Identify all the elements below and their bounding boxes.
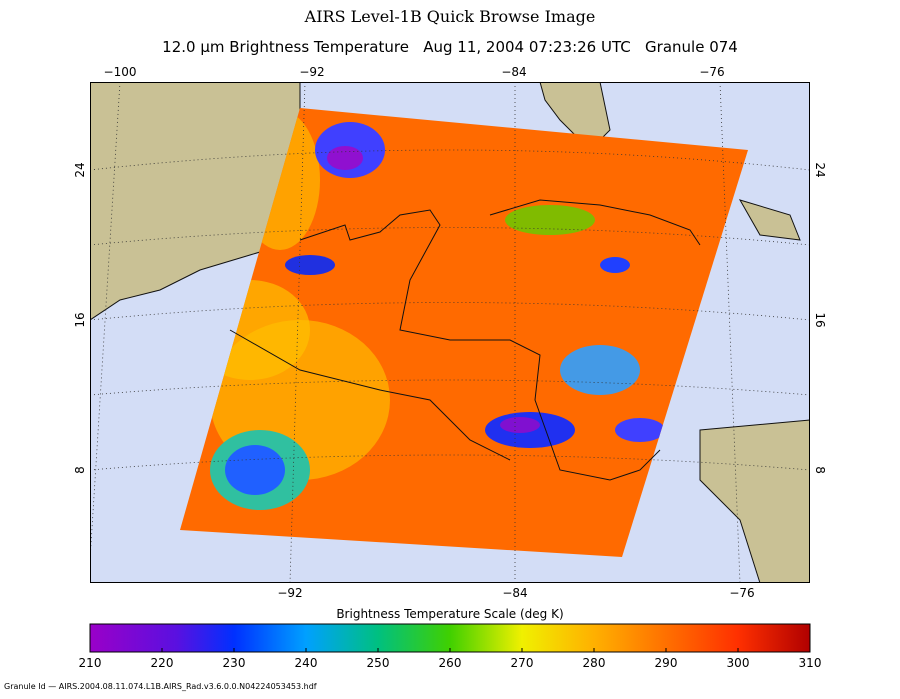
lat-label: 16 (813, 312, 827, 327)
lon-label: −92 (277, 586, 302, 600)
lat-label: 16 (73, 312, 87, 327)
title: AIRS Level-1B Quick Browse Image (304, 7, 596, 26)
map (90, 82, 810, 583)
colorbar-tick-label: 210 (79, 656, 102, 670)
lat-label: 24 (73, 162, 87, 177)
lon-label: −76 (699, 65, 724, 79)
lon-labels-top: −100 −92 −84 −76 (104, 65, 725, 79)
lat-label: 8 (73, 466, 87, 474)
colorbar-tick-label: 250 (367, 656, 390, 670)
colorbar-ticks: 210 220 230 240 250 260 270 280 290 300 310 (79, 648, 822, 670)
lat-labels: 24 16 8 24 16 8 (73, 162, 827, 473)
lon-labels-bottom: −92 −84 −76 (277, 586, 754, 600)
lon-label: −76 (729, 586, 754, 600)
colorbar-tick-label: 230 (223, 656, 246, 670)
colorbar (89, 623, 811, 653)
lon-label: −92 (299, 65, 324, 79)
colorbar-tick-label: 270 (511, 656, 534, 670)
footer: Granule Id — AIRS.2004.08.11.074.L1B.AIR… (4, 682, 317, 691)
colorbar-tick-label: 260 (439, 656, 462, 670)
colorbar-tick-label: 240 (295, 656, 318, 670)
colorbar-tick-label: 280 (583, 656, 606, 670)
lon-label: −84 (501, 65, 526, 79)
lat-label: 24 (813, 162, 827, 177)
subtitle: 12.0 μm Brightness Temperature Aug 11, 2… (162, 38, 738, 56)
lat-label: 8 (813, 466, 827, 474)
colorbar-tick-label: 300 (727, 656, 750, 670)
lon-label: −84 (502, 586, 527, 600)
lon-label: −100 (104, 65, 137, 79)
colorbar-title: Brightness Temperature Scale (deg K) (336, 607, 563, 621)
colorbar-tick-label: 220 (151, 656, 174, 670)
colorbar-tick-label: 310 (799, 656, 822, 670)
colorbar-tick-label: 290 (655, 656, 678, 670)
